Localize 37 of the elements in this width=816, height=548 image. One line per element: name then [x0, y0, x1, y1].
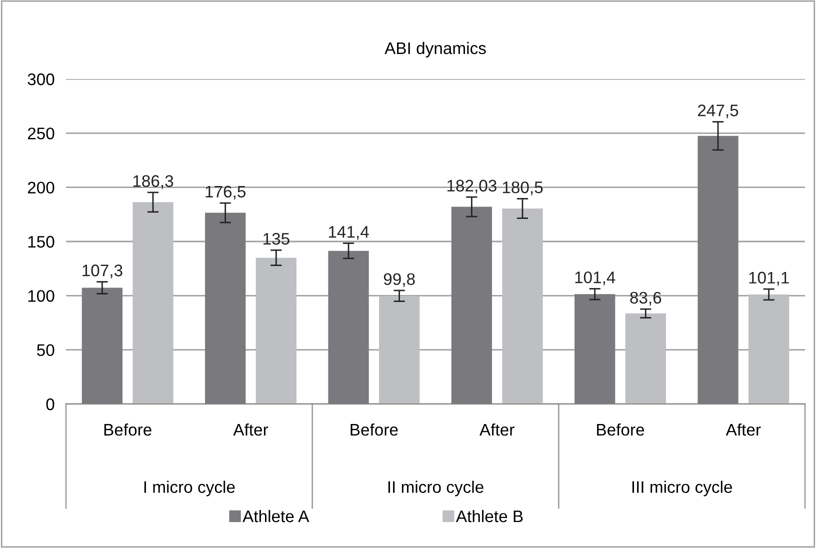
data-label: 99,8	[384, 273, 415, 287]
data-label: 141,4	[328, 226, 369, 240]
data-label: 176,5	[206, 186, 246, 200]
data-label: 135	[264, 232, 290, 245]
y-tick-label: 50	[37, 344, 54, 356]
x-tick-label: After	[480, 423, 514, 436]
bar	[132, 202, 174, 404]
chart-title: ABI dynamics	[384, 42, 486, 58]
y-tick-label: 200	[28, 182, 54, 194]
bar	[502, 208, 543, 404]
data-label: 182,03	[447, 180, 496, 194]
x-tick-label: After	[726, 423, 761, 436]
legend-label: Athlete B	[456, 510, 523, 522]
y-tick-label: 300	[28, 73, 54, 86]
data-label: 186,3	[133, 175, 174, 189]
x-tick-label: Before	[350, 423, 398, 436]
bar	[378, 296, 420, 404]
x-tick-label: Before	[597, 423, 644, 436]
y-tick-label: 100	[28, 290, 54, 302]
text: II micro cycle	[388, 480, 484, 496]
data-label: 101,1	[749, 272, 789, 286]
text: III micro cycle	[632, 480, 732, 496]
data-label: 107,3	[82, 264, 122, 278]
data-label: 101,4	[575, 271, 616, 286]
bar	[748, 294, 790, 404]
legend-label: Athlete A	[242, 510, 310, 522]
y-tick-label: 150	[28, 236, 54, 248]
data-label: 83,6	[630, 292, 662, 306]
bar	[625, 313, 666, 404]
y-tick-label: 250	[28, 128, 54, 140]
x-tick-label: After	[233, 423, 268, 436]
bar	[256, 258, 296, 404]
data-label: 247,5	[698, 104, 738, 118]
x-tick-label: Before	[104, 423, 152, 436]
text: I micro cycle	[144, 480, 235, 496]
y-tick-label: 0	[46, 398, 54, 410]
data-label: 180,5	[502, 181, 543, 196]
